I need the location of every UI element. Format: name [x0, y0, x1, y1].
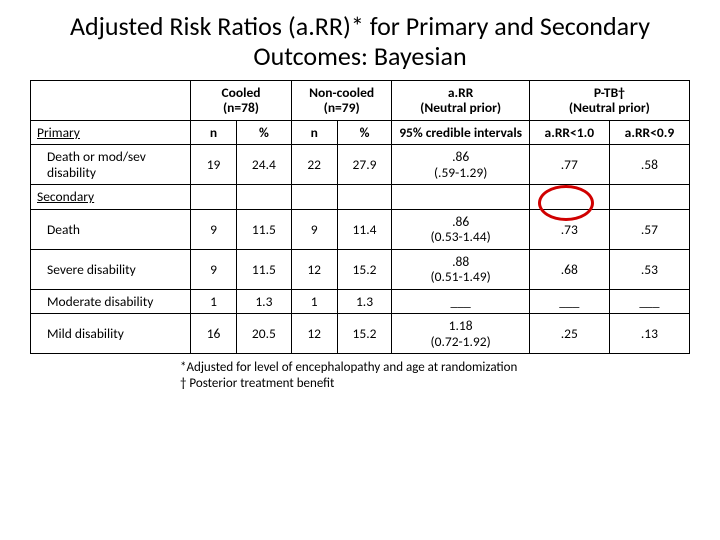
- row-label: Moderate disability: [31, 289, 191, 314]
- cell: .68: [529, 249, 609, 289]
- header-pct: %: [337, 120, 392, 145]
- cell: 15.2: [337, 249, 392, 289]
- cell: 1.3: [236, 289, 291, 314]
- cell: 27.9: [337, 145, 392, 185]
- header-ci: 95% credible intervals: [392, 120, 529, 145]
- cell: 1.18(0.72-1.92): [392, 314, 529, 354]
- cell: 1.3: [337, 289, 392, 314]
- cell: 19: [191, 145, 237, 185]
- cell: .57: [609, 209, 689, 249]
- cell: 9: [191, 209, 237, 249]
- cell: 24.4: [236, 145, 291, 185]
- header-n: n: [291, 120, 337, 145]
- cell: 16: [191, 314, 237, 354]
- cell: 9: [191, 249, 237, 289]
- header-noncooled: Non-cooled(n=79): [291, 80, 392, 120]
- cell: .86(0.53-1.44): [392, 209, 529, 249]
- table-row: Moderate disability 1 1.3 1 1.3 ___ ___ …: [31, 289, 690, 314]
- cell: ___: [529, 289, 609, 314]
- row-label: Death or mod/sev disability: [31, 145, 191, 185]
- table-row: Secondary: [31, 185, 690, 210]
- row-label: Death: [31, 209, 191, 249]
- header-pct: %: [236, 120, 291, 145]
- cell: 15.2: [337, 314, 392, 354]
- header-arr09: a.RR<0.9: [609, 120, 689, 145]
- cell: .77: [529, 145, 609, 185]
- cell: .86(.59-1.29): [392, 145, 529, 185]
- header-n: n: [191, 120, 237, 145]
- cell: 12: [291, 249, 337, 289]
- cell: 11.5: [236, 209, 291, 249]
- row-label: Mild disability: [31, 314, 191, 354]
- table-row: Death 9 11.5 9 11.4 .86(0.53-1.44) .73 .…: [31, 209, 690, 249]
- cell: .58: [609, 145, 689, 185]
- cell: ___: [609, 289, 689, 314]
- results-table: Cooled(n=78) Non-cooled(n=79) a.RR(Neutr…: [30, 80, 690, 355]
- cell: .73: [529, 209, 609, 249]
- section-primary: Primary: [31, 120, 191, 145]
- cell: 1: [291, 289, 337, 314]
- table-row: Death or mod/sev disability 19 24.4 22 2…: [31, 145, 690, 185]
- blank-header: [31, 80, 191, 120]
- table-row: Severe disability 9 11.5 12 15.2 .88(0.5…: [31, 249, 690, 289]
- cell: .13: [609, 314, 689, 354]
- cell: 11.5: [236, 249, 291, 289]
- cell: .88(0.51-1.49): [392, 249, 529, 289]
- header-arr: a.RR(Neutral prior): [392, 80, 529, 120]
- page-title: Adjusted Risk Ratios (a.RR)* for Primary…: [30, 12, 690, 72]
- cell: 1: [191, 289, 237, 314]
- cell: 12: [291, 314, 337, 354]
- cell: 9: [291, 209, 337, 249]
- header-ptb: P-TB†(Neutral prior): [529, 80, 689, 120]
- header-arr10: a.RR<1.0: [529, 120, 609, 145]
- cell: .53: [609, 249, 689, 289]
- cell: ___: [392, 289, 529, 314]
- cell: 11.4: [337, 209, 392, 249]
- cell: 20.5: [236, 314, 291, 354]
- footnote: *Adjusted for level of encephalopathy an…: [180, 360, 690, 391]
- table-row: Mild disability 16 20.5 12 15.2 1.18(0.7…: [31, 314, 690, 354]
- row-label: Severe disability: [31, 249, 191, 289]
- section-secondary: Secondary: [31, 185, 191, 210]
- cell: .25: [529, 314, 609, 354]
- header-cooled: Cooled(n=78): [191, 80, 292, 120]
- cell: 22: [291, 145, 337, 185]
